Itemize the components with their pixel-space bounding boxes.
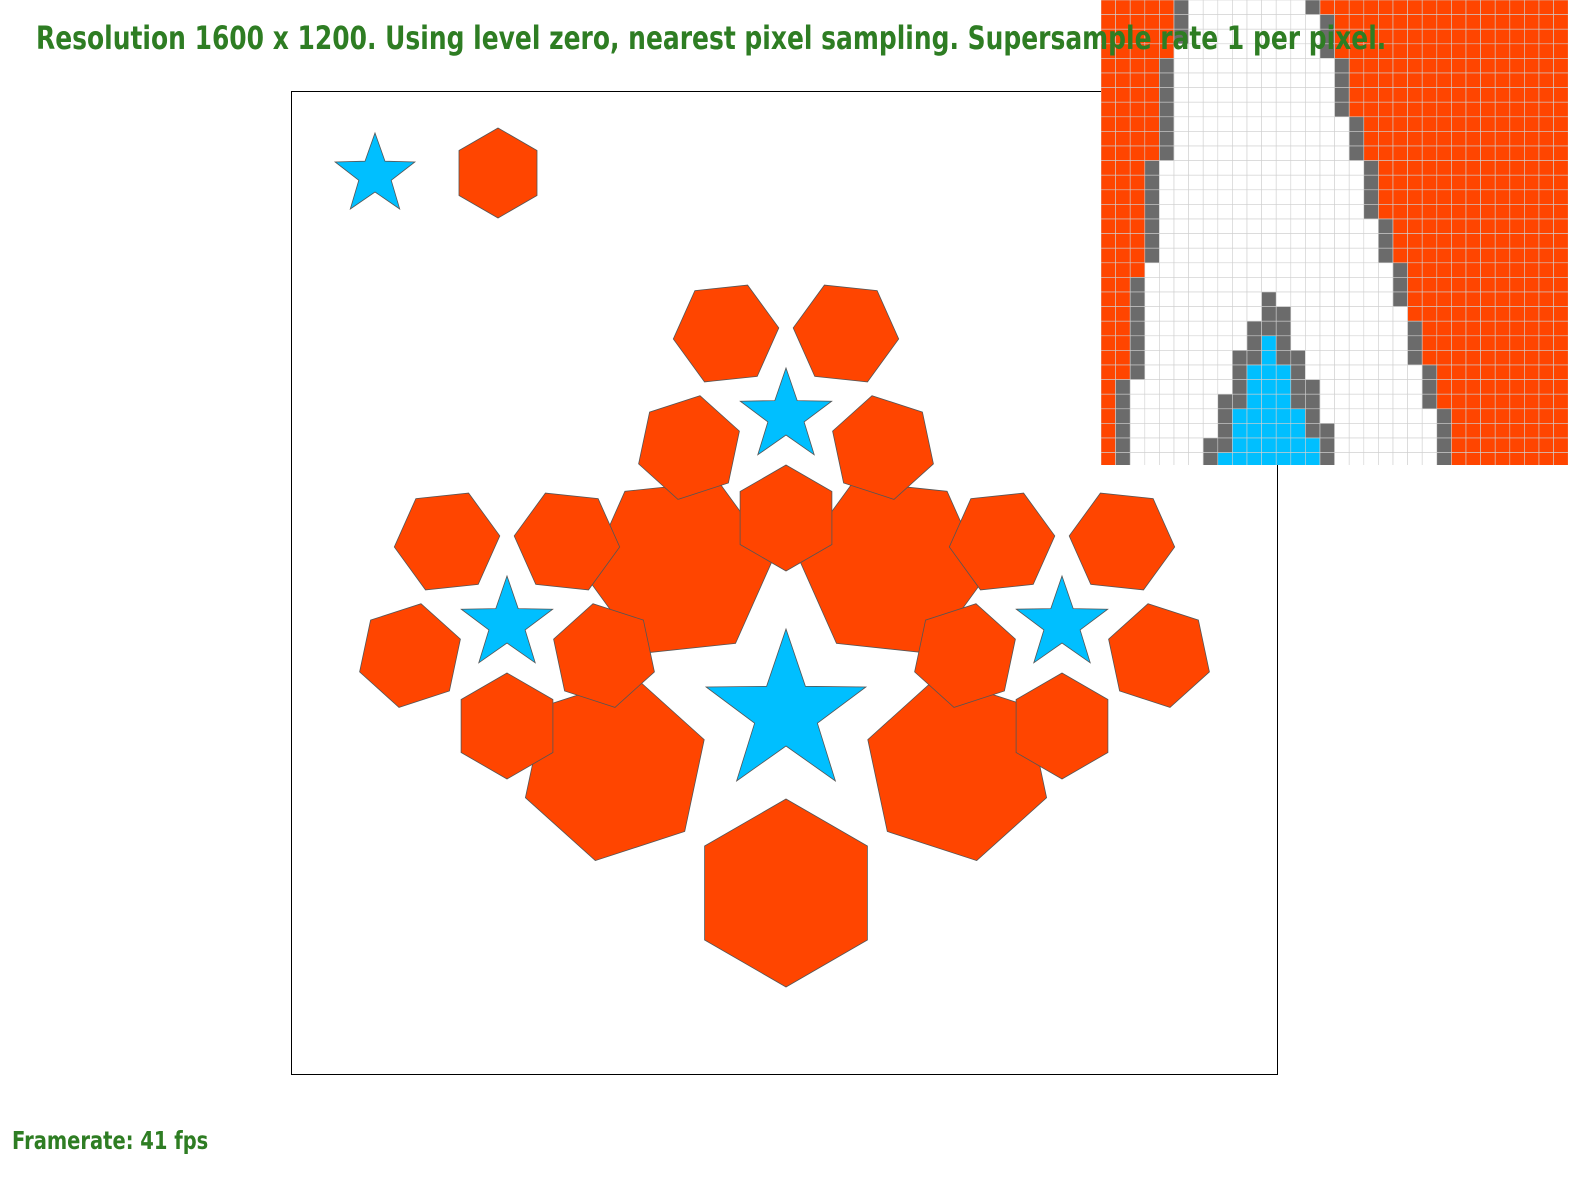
hexagon-icon (460, 672, 554, 780)
hexagon-icon (458, 127, 538, 219)
hexagon-icon (704, 798, 868, 988)
zoom-inspector (1101, 0, 1568, 465)
hexagon-icon (672, 284, 780, 383)
hexagon-icon (792, 284, 900, 383)
hexagon-icon (513, 492, 621, 591)
hexagon-icon (1015, 672, 1109, 780)
zoom-pixels (1101, 0, 1568, 465)
star-icon (1015, 574, 1109, 664)
scene-drawing[interactable] (292, 92, 1277, 1074)
hexagon-icon (739, 464, 833, 572)
hexagon-icon (393, 492, 501, 591)
star-icon (704, 627, 868, 783)
hexagon-icon (553, 603, 655, 708)
hexagon-icon (1068, 492, 1176, 591)
hexagon-icon (832, 395, 934, 500)
star-icon (739, 366, 833, 456)
hexagon-icon (914, 603, 1016, 708)
hexagon-icon (638, 395, 740, 500)
framerate-text: Framerate: 41 fps (12, 1126, 209, 1155)
hud-status-text: Resolution 1600 x 1200. Using level zero… (36, 19, 1387, 57)
hexagon-icon (1108, 603, 1210, 708)
zoom-pixel-grid (1101, 0, 1568, 465)
star-icon (333, 131, 417, 210)
hexagon-icon (948, 492, 1056, 591)
star-icon (460, 574, 554, 664)
hexagon-icon (359, 603, 461, 708)
